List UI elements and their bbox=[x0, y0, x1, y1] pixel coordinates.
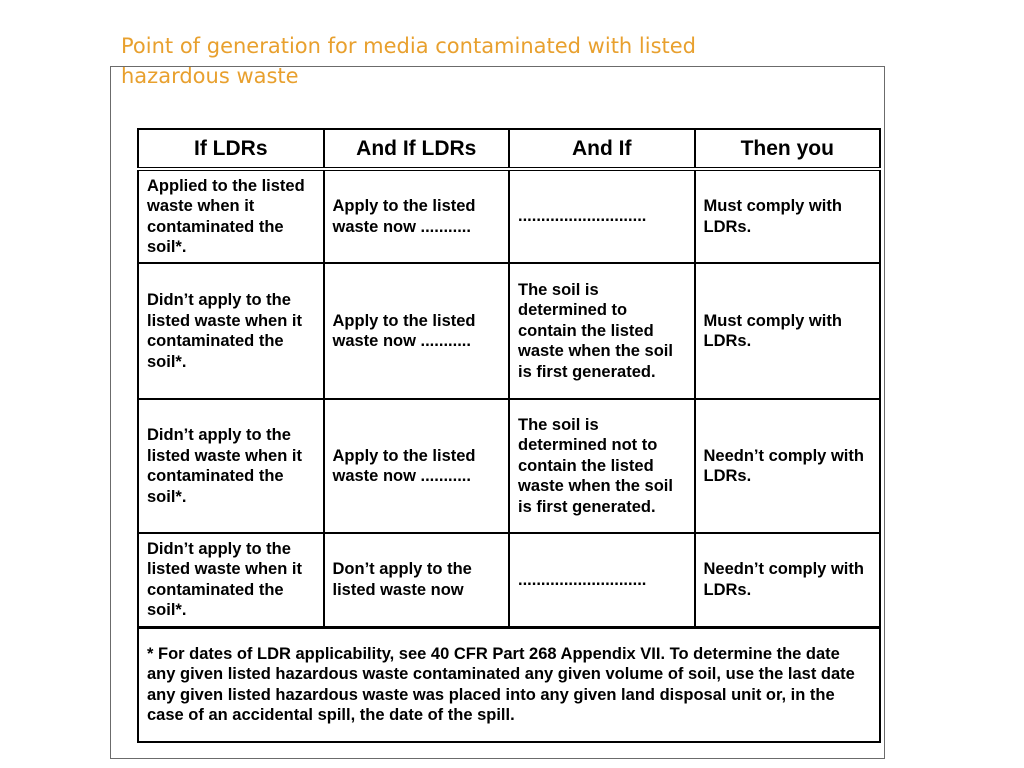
table-row: Didn’t apply to the listed waste when it… bbox=[137, 532, 881, 628]
footnote-row: * For dates of LDR applicability, see 40… bbox=[137, 625, 881, 743]
slide-title: Point of generation for media contaminat… bbox=[121, 34, 697, 88]
header-and-if-ldrs: And If LDRs bbox=[322, 128, 510, 171]
header-row: If LDRs And If LDRs And If Then you bbox=[137, 128, 881, 171]
table-row: Didn’t apply to the listed waste when it… bbox=[137, 262, 881, 400]
cell-and-if: ............................ bbox=[508, 532, 696, 628]
content-frame bbox=[110, 66, 885, 759]
header-then-you: Then you bbox=[693, 128, 881, 171]
cell-and-if-ldrs: Apply to the listed waste now ..........… bbox=[322, 168, 510, 264]
cell-if-ldrs: Didn’t apply to the listed waste when it… bbox=[137, 262, 325, 400]
table-row: Didn’t apply to the listed waste when it… bbox=[137, 398, 881, 534]
cell-if-ldrs: Didn’t apply to the listed waste when it… bbox=[137, 532, 325, 628]
cell-and-if-ldrs: Apply to the listed waste now ..........… bbox=[322, 398, 510, 534]
cell-and-if-ldrs: Apply to the listed waste now ..........… bbox=[322, 262, 510, 400]
header-if-ldrs: If LDRs bbox=[137, 128, 325, 171]
cell-then-you: Needn’t comply with LDRs. bbox=[693, 398, 881, 534]
cell-and-if: The soil is determined to contain the li… bbox=[508, 262, 696, 400]
cell-then-you: Must comply with LDRs. bbox=[693, 262, 881, 400]
cell-if-ldrs: Applied to the listed waste when it cont… bbox=[137, 168, 325, 264]
header-and-if: And If bbox=[508, 128, 696, 171]
footnote-text: * For dates of LDR applicability, see 40… bbox=[137, 625, 881, 743]
cell-and-if: The soil is determined not to contain th… bbox=[508, 398, 696, 534]
cell-and-if-ldrs: Don’t apply to the listed waste now bbox=[322, 532, 510, 628]
cell-if-ldrs: Didn’t apply to the listed waste when it… bbox=[137, 398, 325, 534]
cell-and-if: ............................ bbox=[508, 168, 696, 264]
ldr-applicability-table: If LDRs And If LDRs And If Then you Appl… bbox=[137, 128, 881, 743]
cell-then-you: Must comply with LDRs. bbox=[693, 168, 881, 264]
cell-then-you: Needn’t comply with LDRs. bbox=[693, 532, 881, 628]
table-row: Applied to the listed waste when it cont… bbox=[137, 168, 881, 264]
